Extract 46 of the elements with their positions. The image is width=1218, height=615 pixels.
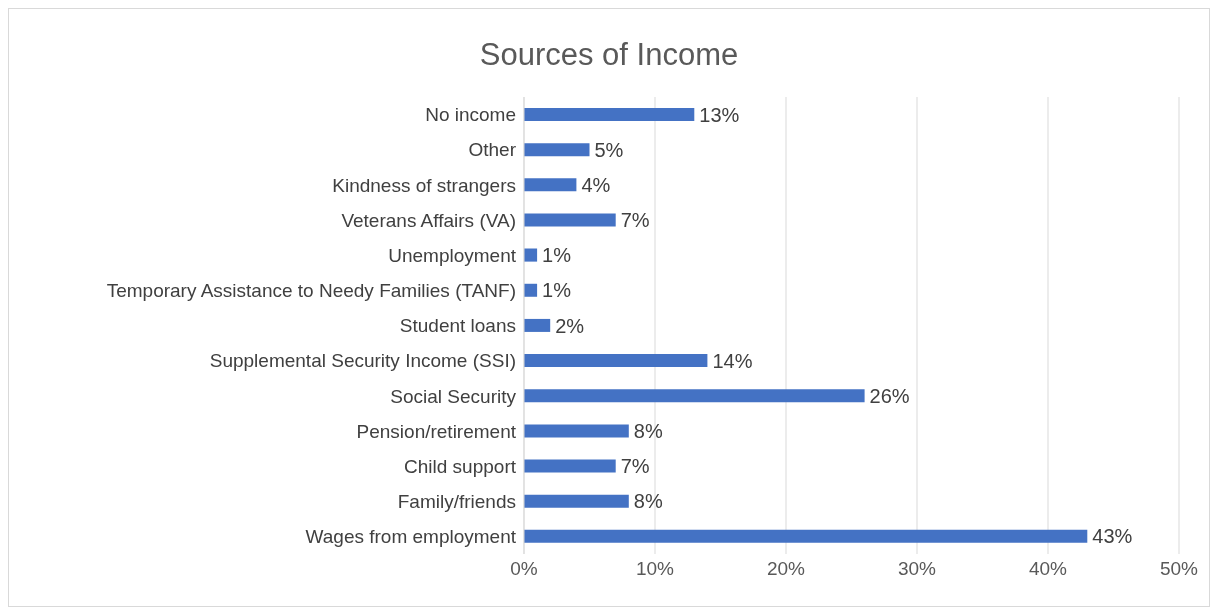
x-tick-label: 10% (635, 558, 675, 580)
y-tick-label: Social Security (390, 385, 517, 407)
chart-title: Sources of Income (478, 36, 740, 74)
y-tick-label: Temporary Assistance to Needy Families (TANF) (106, 280, 516, 302)
y-tick-label: Wages from employment (305, 526, 517, 548)
data-label: 26% (869, 384, 910, 407)
data-label: 7% (620, 455, 650, 478)
bar (524, 143, 590, 157)
y-tick-label: Child support (404, 455, 517, 477)
bar (524, 108, 695, 121)
y-tick-label: Veterans Affairs (VA) (341, 209, 516, 231)
data-label: 13% (699, 103, 740, 126)
data-label: 14% (712, 349, 753, 372)
bar (524, 354, 708, 368)
bar (524, 178, 577, 192)
bar (524, 389, 865, 403)
data-label: 5% (594, 138, 624, 161)
y-tick-label: No income (425, 104, 516, 126)
x-tick-label: 30% (897, 558, 937, 580)
data-label: 1% (542, 244, 572, 267)
data-label: 1% (542, 279, 572, 302)
data-label: 43% (1092, 525, 1133, 548)
data-label: 7% (620, 209, 650, 232)
y-tick-label: Other (468, 139, 517, 161)
data-label: 2% (555, 314, 585, 337)
y-tick-label: Unemployment (388, 244, 517, 266)
bar (524, 283, 538, 297)
x-tick-label: 0% (510, 558, 538, 580)
y-tick-label: Supplemental Security Income (SSI) (209, 350, 516, 372)
bar (524, 318, 551, 332)
data-label: 8% (633, 419, 663, 442)
data-label: 4% (581, 173, 611, 196)
bar (524, 213, 616, 227)
y-tick-label: Student loans (399, 315, 516, 337)
bar (524, 494, 629, 508)
bar (524, 529, 1088, 543)
x-tick-label: 40% (1028, 558, 1068, 580)
bar (524, 248, 538, 262)
y-tick-label: Family/friends (397, 491, 516, 513)
y-tick-label: Kindness of strangers (332, 174, 516, 196)
x-tick-label: 20% (766, 558, 806, 580)
y-tick-label: Pension/retirement (356, 420, 517, 442)
data-label: 8% (633, 490, 663, 513)
bar (524, 424, 629, 438)
bar (524, 459, 616, 473)
x-tick-label: 50% (1159, 558, 1199, 580)
